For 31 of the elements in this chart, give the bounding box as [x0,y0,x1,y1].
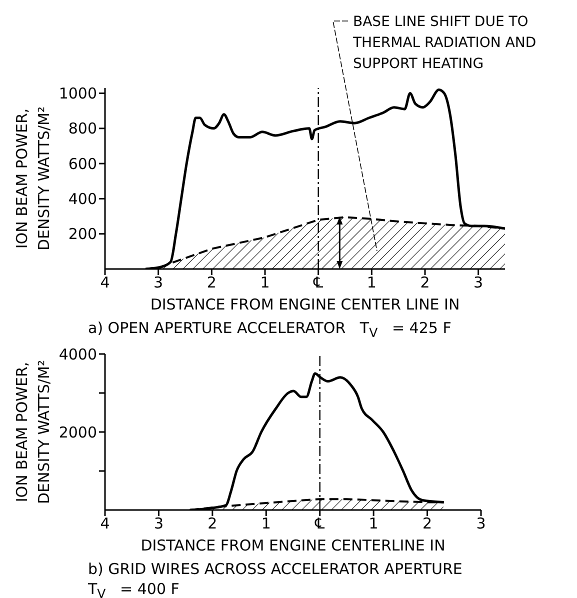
y-axis-title: ION BEAM POWER, DENSITY WATTS/M² [13,106,53,250]
text: BASE LINE SHIFT DUE TO THERMAL RADIATION AND SUPPORT HEATING [352,14,536,72]
x-tick-label: 1 [366,274,376,292]
x-tick-label: 2 [206,274,216,292]
y-tick-label: 400 [68,190,97,208]
x-tick-label: 1 [261,514,271,533]
x-axis-title: DISTANCE FROM ENGINE CENTERLINE IN [140,536,446,555]
text: b) GRID WIRES ACROSS ACCELERATOR APERTURE [87,559,464,579]
y-axis-title: ION BEAM POWER, DENSITY WATTS/M² [13,360,53,504]
y-tick-label: 800 [68,120,97,138]
text: T$_{V}$ = 400 F [87,579,180,598]
y-tick-label: 2000 [58,423,97,442]
x-tick-label: 2 [420,274,430,292]
x-tick-label: 4 [100,514,110,533]
text: a) OPEN APERTURE ACCELERATOR T$_{V}$ = 425 F [87,318,452,342]
y-tick-label: 200 [68,225,97,244]
x-tick-label: 2 [208,514,218,533]
x-tick-label: 4 [100,274,110,292]
x-tick-label: 3 [154,274,164,292]
x-tick-label: 3 [154,514,164,533]
x-tick-label: 3 [476,514,486,533]
y-tick-label: 600 [68,154,97,173]
x-tick-label: 2 [422,514,432,533]
x-tick-label: ℄ [312,274,324,292]
x-axis-title: DISTANCE FROM ENGINE CENTER LINE IN [150,296,460,314]
x-tick-label: 3 [474,274,484,292]
y-tick-label: 4000 [58,345,97,364]
x-tick-label: 1 [260,274,270,292]
x-tick-label: ℄ [314,514,326,533]
x-tick-label: 1 [368,514,378,533]
y-tick-label: 1000 [58,84,97,103]
